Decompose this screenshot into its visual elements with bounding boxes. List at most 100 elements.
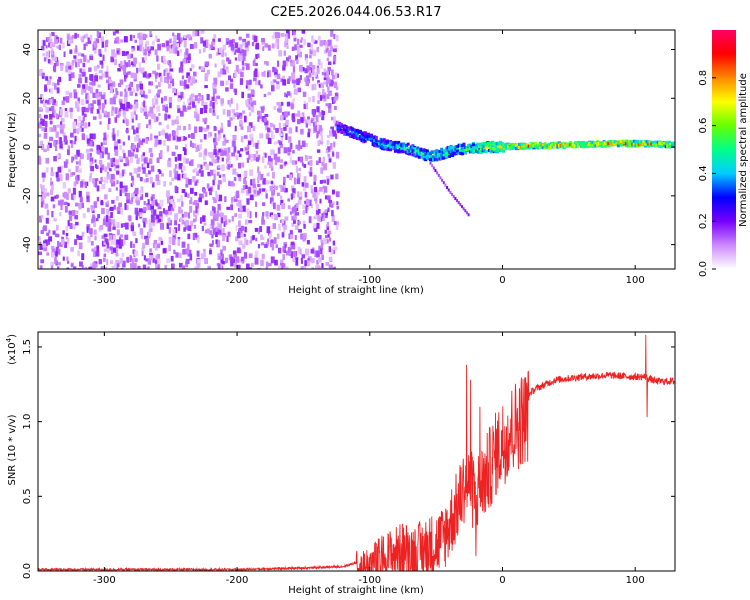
spectrogram-cell bbox=[161, 43, 166, 48]
spectrogram-cell bbox=[81, 265, 84, 269]
spectrogram-cell bbox=[154, 258, 157, 264]
spectrogram-cell bbox=[126, 119, 129, 127]
spectrogram-cell bbox=[67, 202, 70, 207]
spectrogram-cell bbox=[252, 178, 256, 185]
spectrogram-cell bbox=[129, 200, 133, 205]
spectrogram-cell bbox=[73, 91, 78, 99]
spectrogram-cell bbox=[230, 97, 233, 104]
spectrogram-cell bbox=[111, 107, 114, 113]
spectrogram-cell bbox=[260, 259, 264, 267]
spectrogram-cell bbox=[226, 57, 230, 62]
spectrogram-cell bbox=[327, 103, 332, 109]
spectrogram-cell bbox=[58, 76, 62, 83]
spectrogram-cell bbox=[102, 218, 106, 226]
spectrogram-cell bbox=[148, 89, 152, 94]
spectrogram-cell bbox=[141, 67, 145, 73]
spectrogram-cell bbox=[171, 238, 176, 245]
spectrogram-cell bbox=[114, 149, 119, 156]
spectrogram-cell bbox=[84, 33, 89, 39]
spectrogram-ridge-cell bbox=[395, 149, 399, 153]
spectrogram-cell bbox=[288, 233, 291, 240]
spectrogram-ridge-cell bbox=[467, 148, 471, 152]
spectrogram-cell bbox=[222, 234, 226, 242]
spectrogram-cell bbox=[285, 119, 289, 126]
spectrogram-cell bbox=[258, 188, 262, 194]
spectrogram-cell bbox=[77, 250, 80, 257]
spectrogram-cell bbox=[167, 211, 172, 215]
spectrogram-ridge-cell bbox=[489, 147, 493, 151]
spectrogram-cell bbox=[227, 231, 231, 237]
spectrogram-cell bbox=[292, 118, 296, 122]
spectrogram-ridge-cell bbox=[462, 142, 466, 146]
spectrogram-ridge-cell bbox=[510, 143, 514, 147]
spectrogram-cell bbox=[60, 199, 64, 206]
spectrogram-ridge-cell bbox=[549, 144, 553, 148]
spectrogram-cell bbox=[158, 122, 162, 126]
spectrogram-ridge-cell bbox=[336, 124, 340, 128]
spectrogram-ridge-cell bbox=[425, 155, 429, 159]
spectrogram-branch-cell bbox=[439, 176, 442, 180]
spectrogram-cell bbox=[217, 150, 220, 156]
spectrogram-ridge-cell bbox=[393, 149, 397, 153]
spectrogram-ridge-cell bbox=[449, 153, 453, 157]
spectrogram-cell bbox=[296, 78, 300, 86]
spectrogram-cell bbox=[330, 248, 334, 255]
spectrogram-cell bbox=[45, 76, 49, 81]
spectrogram-cell bbox=[213, 125, 216, 131]
spectrogram-ridge-cell bbox=[572, 145, 576, 149]
spectrogram-cell bbox=[125, 85, 129, 92]
spectrogram-ridge-cell bbox=[561, 142, 565, 146]
spectrogram-cell bbox=[240, 49, 245, 56]
spectrogram-cell bbox=[187, 249, 192, 257]
spectrogram-cell bbox=[239, 44, 243, 51]
spectrogram-cell bbox=[52, 125, 57, 132]
spectrogram-ridge-cell bbox=[535, 144, 539, 148]
spectrogram-ridge-cell bbox=[379, 140, 383, 144]
spectrogram-cell bbox=[83, 55, 87, 62]
spectrogram-ridge-cell bbox=[581, 141, 585, 145]
spectrogram-cell bbox=[292, 30, 296, 35]
spectrogram-cell bbox=[281, 232, 285, 238]
spectrogram-cell bbox=[184, 144, 187, 148]
spectrogram-cell bbox=[145, 220, 148, 225]
spectrogram-ridge-cell bbox=[452, 146, 456, 150]
spectrogram-cell bbox=[284, 216, 289, 221]
spectrogram-cell bbox=[166, 258, 171, 263]
spectrogram-cell bbox=[200, 253, 205, 260]
spectrogram-cell bbox=[118, 98, 123, 103]
spectrogram-cell bbox=[181, 189, 186, 193]
spectrogram-cell bbox=[292, 150, 295, 154]
spectrogram-branch-cell bbox=[437, 173, 440, 177]
spectrogram-ridge-cell bbox=[382, 146, 386, 150]
spectrogram-ridge-cell bbox=[400, 142, 404, 146]
spectrogram-cell bbox=[316, 75, 319, 79]
spectrogram-cell bbox=[148, 229, 151, 237]
spectrogram-cell bbox=[166, 136, 171, 141]
spectrogram-cell bbox=[259, 110, 262, 117]
spectrogram-cell bbox=[240, 187, 245, 194]
spectrogram-ridge-cell bbox=[441, 150, 445, 154]
spectrogram-ridge-cell bbox=[672, 142, 675, 146]
spectrogram-cell bbox=[168, 60, 171, 66]
spectrogram-cell bbox=[125, 129, 129, 133]
spectrogram-cell bbox=[325, 41, 329, 48]
spectrogram-cell bbox=[115, 260, 120, 264]
spectrogram-cell bbox=[228, 116, 232, 121]
spectrogram-cell bbox=[71, 60, 75, 67]
spectrogram-ridge-cell bbox=[463, 145, 467, 149]
spectrogram-ridge-cell bbox=[656, 140, 660, 144]
spectrogram-cell bbox=[210, 219, 215, 226]
spectrogram-cell bbox=[169, 76, 173, 82]
spectrogram-cell bbox=[250, 137, 254, 142]
spectrogram-cell bbox=[49, 120, 53, 125]
spectrogram-cell bbox=[238, 54, 242, 62]
spectrogram-cell bbox=[92, 100, 97, 104]
spectrogram-cell bbox=[187, 106, 192, 110]
spectrogram-cell bbox=[154, 49, 158, 56]
spectrogram-cell bbox=[69, 222, 73, 230]
spectrogram-cell bbox=[310, 185, 313, 189]
spectrogram-cell bbox=[328, 237, 332, 242]
spectrogram-ridge-cell bbox=[519, 142, 523, 146]
spectrogram-cell bbox=[116, 239, 121, 245]
spectrogram-cell bbox=[143, 100, 146, 108]
